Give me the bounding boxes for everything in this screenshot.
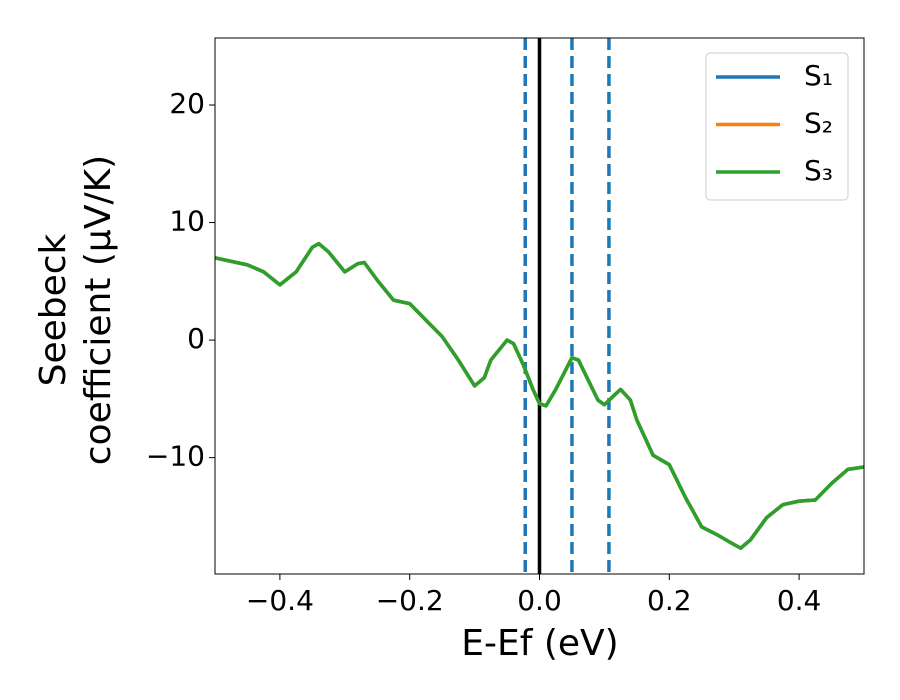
y-tick-label: 20 bbox=[169, 87, 205, 120]
plot-frame bbox=[214, 37, 865, 575]
y-tick-label: −10 bbox=[146, 440, 205, 473]
y-axis-label: Seebeck bbox=[33, 233, 74, 386]
x-tick-label: 0.4 bbox=[777, 584, 822, 617]
y-tick-label: 0 bbox=[187, 322, 205, 355]
legend-box bbox=[705, 52, 849, 201]
series-line bbox=[215, 241, 864, 550]
y-axis-label: coefficient (μV/K) bbox=[78, 155, 119, 465]
x-tick-label: 0.0 bbox=[517, 584, 562, 617]
legend-label: S₁ bbox=[804, 59, 833, 92]
x-tick-label: −0.4 bbox=[246, 584, 314, 617]
x-tick-label: −0.2 bbox=[376, 584, 444, 617]
y-tick-label: 10 bbox=[169, 205, 205, 238]
x-tick-label: 0.2 bbox=[647, 584, 692, 617]
legend-label: S₂ bbox=[804, 107, 833, 140]
legend-label: S₃ bbox=[804, 154, 833, 187]
x-axis-label: E-Ef (eV) bbox=[461, 623, 618, 664]
